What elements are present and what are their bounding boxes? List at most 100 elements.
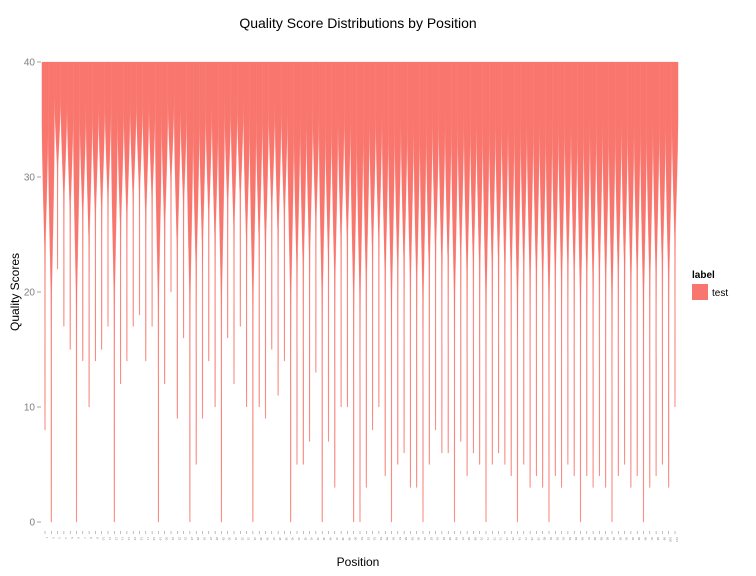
x-tick-label: 39 [284,537,288,541]
x-tick-label: 17 [146,537,150,541]
x-tick-label: 70 [480,537,484,541]
x-tick-label: 2 [51,537,55,539]
violin-position-71 [482,61,490,523]
x-tick-label: 10 [102,537,106,541]
violin-position-96 [640,61,647,523]
x-tick-label: 51 [360,537,364,541]
violin-position-5 [66,61,74,350]
x-tick-label: 101 [675,537,679,542]
x-tick-label: 47 [335,537,339,541]
x-tick-label: 48 [341,537,345,541]
x-tick-label: 55 [385,537,389,541]
y-tick-label: 30 [24,173,36,184]
violin-position-101 [671,61,679,408]
x-tick-label: 81 [549,537,553,541]
x-tick-label: 11 [108,537,112,540]
violin-position-4 [60,61,68,327]
x-tick-label: 63 [436,537,440,541]
x-tick-label: 1 [45,537,49,539]
y-axis-title: Quality Scores [8,253,22,331]
x-tick-label: 5 [70,537,74,539]
x-axis: 1 2 3 4 5 6 7 8 9 10 11 12 13 14 15 16 17 18 19 20 21 22 23 24 2… [44,531,679,542]
x-tick-label: 16 [140,537,144,541]
x-tick-label: 4 [64,537,68,539]
violin-position-20 [161,61,168,385]
violin-position-34 [249,61,257,523]
violin-position-13 [117,61,124,385]
x-tick-label: 67 [461,537,465,541]
violin-position-42 [300,61,307,465]
violin-position-59 [407,61,414,488]
violin-position-48 [337,61,345,408]
x-tick-label: 22 [177,537,181,541]
violin-position-81 [545,61,553,523]
x-tick-label: 89 [599,537,603,541]
violin-position-24 [186,61,194,523]
x-tick-label: 44 [316,537,320,541]
violin-position-76 [514,61,521,523]
violin-position-52 [363,61,370,488]
x-tick-label: 87 [587,537,591,541]
violin-position-60 [413,61,420,488]
violin-position-7 [79,61,87,362]
violin-position-65 [444,61,452,454]
x-tick-label: 28 [215,537,219,541]
x-tick-label: 54 [379,537,383,541]
legend-title: label [692,270,715,281]
x-tick-label: 19 [158,537,162,541]
y-axis: 0 10 20 30 40 [24,58,41,529]
violin-position-84 [564,61,572,465]
violin-position-73 [495,61,502,454]
x-tick-label: 59 [410,537,414,541]
x-tick-label: 72 [492,537,496,541]
y-tick-label: 20 [24,288,36,299]
violin-position-19 [155,61,162,523]
x-tick-label: 84 [568,537,572,541]
x-tick-label: 73 [499,537,503,541]
violin-position-97 [646,61,654,488]
violin-position-38 [274,61,282,396]
x-tick-label: 97 [650,537,654,541]
violin-position-74 [501,61,509,465]
violin-position-85 [570,61,578,477]
x-tick-label: 6 [77,537,81,539]
violin-position-43 [306,61,313,442]
x-tick-label: 29 [221,537,225,541]
violin-position-88 [589,61,597,488]
x-tick-label: 88 [593,537,597,541]
x-tick-label: 40 [291,537,295,541]
violin-position-27 [205,61,213,362]
violin-position-61 [419,61,427,523]
x-tick-label: 77 [524,537,528,541]
x-tick-label: 65 [448,537,452,541]
x-tick-label: 62 [429,537,433,541]
x-tick-label: 49 [347,537,351,541]
x-tick-label: 13 [121,537,125,541]
violin-position-72 [489,61,496,465]
x-tick-label: 80 [543,537,547,541]
violin-position-37 [268,61,276,350]
x-tick-label: 100 [669,537,673,542]
y-tick-label: 0 [29,518,35,529]
x-tick-label: 38 [278,537,282,541]
x-tick-label: 30 [228,537,232,541]
violin-position-98 [652,61,660,477]
violin-position-55 [381,61,389,477]
x-tick-label: 23 [184,537,188,541]
violin-position-3 [54,61,61,270]
x-tick-label: 25 [196,537,200,541]
violin-position-12 [111,61,118,523]
violin-position-30 [224,61,231,339]
x-tick-label: 68 [467,537,471,541]
x-tick-label: 98 [656,537,660,541]
violin-position-6 [73,61,80,523]
x-tick-label: 96 [644,537,648,541]
violin-position-66 [451,61,458,523]
violin-position-92 [615,61,622,477]
violin-position-26 [199,61,206,419]
violin-position-44 [312,61,320,373]
violin-position-62 [426,61,433,465]
x-tick-label: 69 [473,537,477,541]
violin-position-80 [539,61,546,488]
